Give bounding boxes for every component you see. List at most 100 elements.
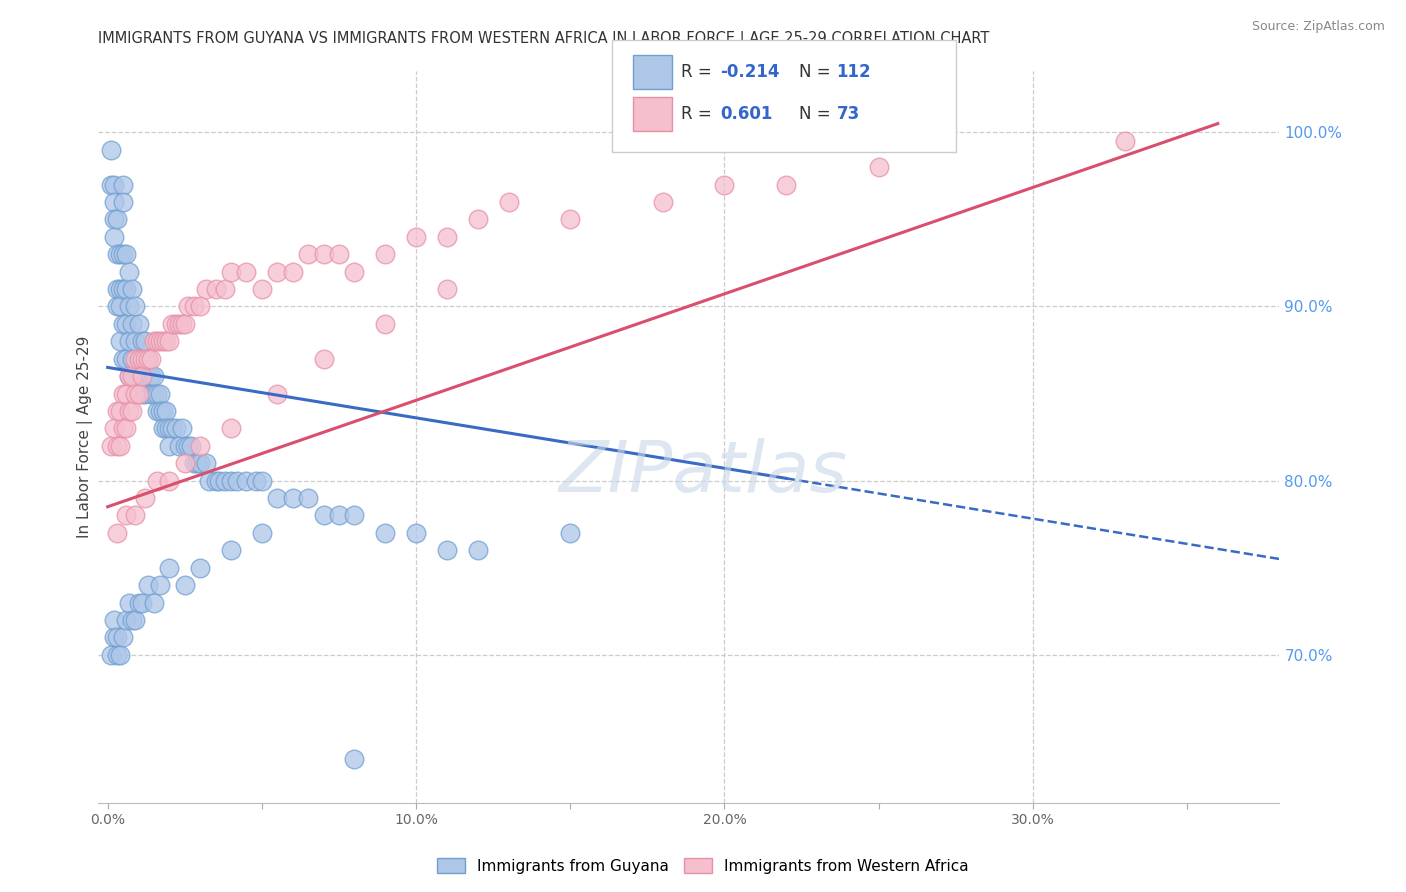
Text: N =: N = (799, 63, 835, 81)
Point (374, 317, 396, 331)
Point (105, 404, 128, 418)
Point (131, 369, 153, 384)
Point (124, 386, 146, 401)
Text: 112: 112 (837, 63, 872, 81)
Point (157, 560, 180, 574)
Point (103, 212, 125, 227)
Point (118, 404, 141, 418)
Point (121, 369, 143, 384)
Point (214, 474, 236, 488)
Point (188, 300, 211, 314)
Point (560, 525, 582, 540)
Point (131, 351, 153, 366)
Legend: Immigrants from Guyana, Immigrants from Western Africa: Immigrants from Guyana, Immigrants from … (432, 852, 974, 880)
Point (103, 421, 125, 435)
Point (146, 404, 169, 418)
Point (157, 474, 180, 488)
Point (124, 351, 146, 366)
Point (115, 421, 138, 435)
Point (108, 439, 131, 453)
Point (180, 439, 202, 453)
Point (173, 456, 195, 470)
Point (105, 300, 128, 314)
Point (328, 247, 350, 261)
Point (108, 334, 131, 349)
Point (108, 404, 131, 418)
Point (173, 578, 195, 592)
Point (118, 334, 141, 349)
Point (100, 439, 122, 453)
Point (108, 247, 131, 261)
Point (219, 265, 242, 279)
Point (775, 178, 797, 192)
Point (121, 282, 143, 296)
Text: IMMIGRANTS FROM GUYANA VS IMMIGRANTS FROM WESTERN AFRICA IN LABOR FORCE | AGE 25: IMMIGRANTS FROM GUYANA VS IMMIGRANTS FRO… (98, 31, 990, 47)
Point (149, 334, 172, 349)
Point (142, 369, 165, 384)
Point (136, 351, 159, 366)
Point (118, 300, 141, 314)
Point (100, 143, 122, 157)
Point (343, 265, 366, 279)
Point (149, 578, 172, 592)
Point (152, 421, 174, 435)
Point (374, 247, 396, 261)
Point (112, 351, 135, 366)
Point (118, 265, 141, 279)
Point (136, 578, 159, 592)
Point (134, 369, 156, 384)
Point (312, 508, 335, 523)
Text: R =: R = (681, 63, 717, 81)
Point (100, 178, 122, 192)
Point (128, 386, 150, 401)
Point (128, 351, 150, 366)
Point (167, 439, 190, 453)
Point (297, 247, 319, 261)
Point (124, 300, 146, 314)
Point (128, 317, 150, 331)
Point (121, 404, 143, 418)
Point (128, 369, 150, 384)
Point (131, 334, 153, 349)
Point (250, 525, 273, 540)
Y-axis label: In Labor Force | Age 25-29: In Labor Force | Age 25-29 (77, 336, 93, 538)
Point (146, 386, 169, 401)
Point (186, 456, 208, 470)
Point (103, 631, 125, 645)
Point (226, 474, 249, 488)
Point (115, 282, 138, 296)
Point (195, 456, 218, 470)
Point (142, 595, 165, 609)
Point (134, 491, 156, 505)
Point (112, 194, 135, 209)
Text: R =: R = (681, 105, 721, 123)
Point (103, 229, 125, 244)
Point (312, 247, 335, 261)
Point (136, 351, 159, 366)
Text: N =: N = (799, 105, 835, 123)
Point (115, 351, 138, 366)
Point (139, 369, 162, 384)
Point (560, 212, 582, 227)
Point (112, 178, 135, 192)
Point (183, 456, 205, 470)
Point (103, 178, 125, 192)
Point (152, 334, 174, 349)
Point (157, 421, 180, 435)
Point (105, 247, 128, 261)
Point (266, 491, 288, 505)
Point (146, 334, 169, 349)
Point (112, 386, 135, 401)
Point (713, 178, 735, 192)
Point (204, 282, 226, 296)
Point (128, 595, 150, 609)
Point (467, 543, 489, 558)
Point (208, 474, 231, 488)
Point (328, 508, 350, 523)
Point (405, 229, 427, 244)
Point (155, 404, 177, 418)
Text: 0.601: 0.601 (720, 105, 772, 123)
Point (343, 508, 366, 523)
Point (214, 282, 236, 296)
Text: 73: 73 (837, 105, 860, 123)
